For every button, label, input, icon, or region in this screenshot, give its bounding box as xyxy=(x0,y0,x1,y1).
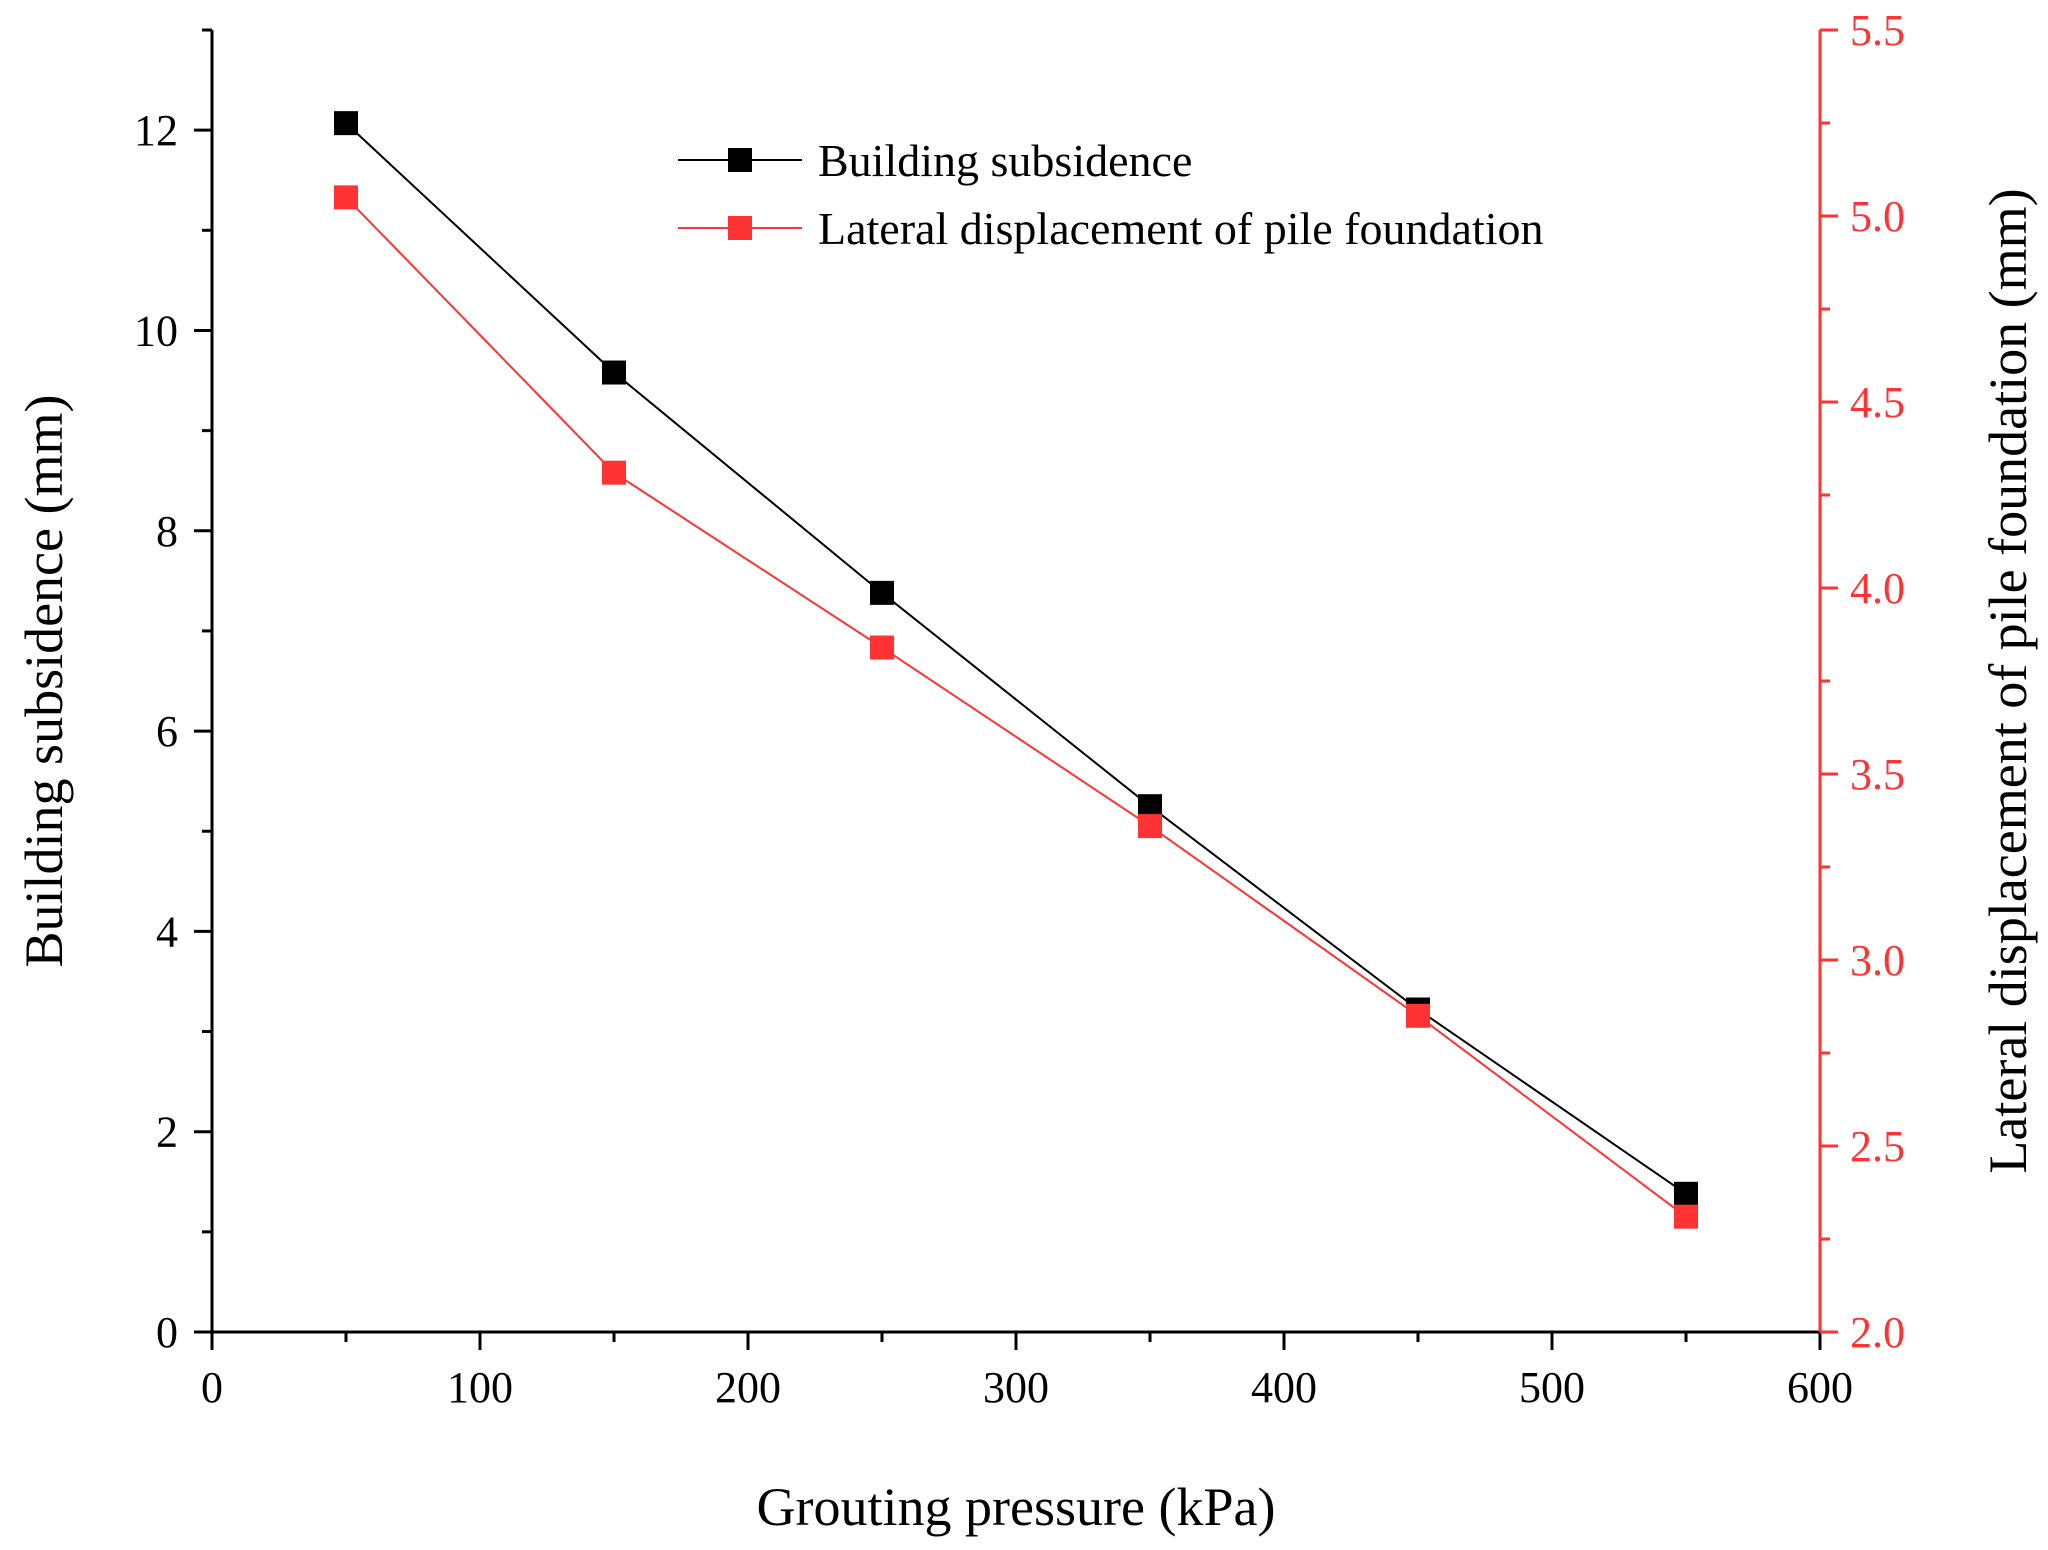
y2-tick-label-3.5: 3.5 xyxy=(1850,750,1905,799)
y2-tick-label-5.5: 5.5 xyxy=(1850,6,1905,55)
y-tick-label-10: 10 xyxy=(134,306,178,355)
y-tick-label-8: 8 xyxy=(156,507,178,556)
x-tick-label-400: 400 xyxy=(1251,1363,1317,1412)
legend-marker-building-subsidence xyxy=(728,148,752,172)
x-axis-title: Grouting pressure (kPa) xyxy=(757,1477,1276,1537)
series-1-point-5 xyxy=(1674,1204,1698,1229)
y2-tick-label-2.5: 2.5 xyxy=(1850,1122,1905,1171)
y2-tick-label-3.0: 3.0 xyxy=(1850,936,1905,985)
y-tick-label-2: 2 xyxy=(156,1108,178,1157)
y2-tick-label-2.0: 2.0 xyxy=(1850,1308,1905,1357)
series-1-point-2 xyxy=(870,635,894,660)
series-0-point-1 xyxy=(602,360,626,385)
legend-label-building-subsidence: Building subsidence xyxy=(818,135,1192,186)
legend-marker-lateral-displacement xyxy=(728,216,752,240)
y-tick-label-0: 0 xyxy=(156,1308,178,1357)
series-1-point-3 xyxy=(1138,814,1162,839)
series-1-point-1 xyxy=(602,460,626,485)
series-0-point-0 xyxy=(334,111,358,136)
x-tick-label-600: 600 xyxy=(1787,1363,1853,1412)
x-tick-label-500: 500 xyxy=(1519,1363,1585,1412)
x-tick-label-100: 100 xyxy=(447,1363,513,1412)
y2-tick-label-5.0: 5.0 xyxy=(1850,192,1905,241)
series-1-point-4 xyxy=(1406,1003,1430,1028)
y-tick-label-4: 4 xyxy=(156,907,178,956)
x-tick-label-300: 300 xyxy=(983,1363,1049,1412)
series-0-point-5 xyxy=(1674,1181,1698,1206)
series-0-point-2 xyxy=(870,580,894,605)
y-tick-label-6: 6 xyxy=(156,707,178,756)
series-1-point-0 xyxy=(334,185,358,210)
series-line-0 xyxy=(345,122,1687,1195)
x-tick-label-0: 0 xyxy=(201,1363,223,1412)
series-line-1 xyxy=(345,196,1687,1218)
legend-label-lateral-displacement: Lateral displacement of pile foundation xyxy=(818,203,1544,254)
y2-tick-label-4.0: 4.0 xyxy=(1850,564,1905,613)
axes: 0 100 200 300 400 500 600 0 2 4 6 8 10 12 2.0 2.5 3.0 3.5… xyxy=(134,6,1905,1412)
series-layer xyxy=(334,111,1698,1229)
y2-tick-label-4.5: 4.5 xyxy=(1850,378,1905,427)
y2-axis-title: Lateral displacement of pile foundation … xyxy=(1978,188,2038,1173)
y-tick-label-12: 12 xyxy=(134,106,178,155)
x-tick-label-200: 200 xyxy=(715,1363,781,1412)
legend: Building subsidence Lateral displacement… xyxy=(678,135,1544,254)
y-axis-title: Building subsidence (mm) xyxy=(14,395,74,968)
